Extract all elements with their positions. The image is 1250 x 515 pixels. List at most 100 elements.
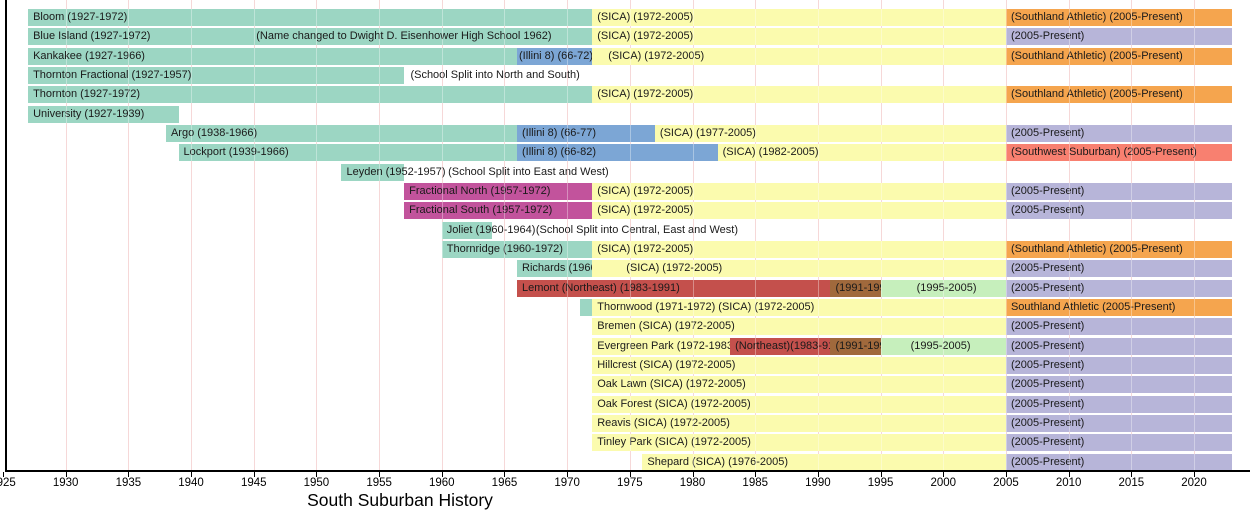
timeline-row: Leyden (1952-1957) (School Split into Eas… [0, 163, 1250, 181]
axis-tick [1194, 472, 1195, 477]
gridline [191, 0, 193, 470]
bar-segment: (1995-2005) [880, 279, 1006, 297]
bar-label: (2005-Present) [1010, 281, 1085, 294]
bar-label: Fractional South (1957-1972) [409, 204, 553, 217]
bar-segment: (1991-1995) [830, 337, 895, 355]
axis-tick [316, 472, 318, 477]
gridline [1131, 0, 1133, 470]
axis-tick [1005, 472, 1007, 477]
timeline-row: Evergreen Park (1972-1983) (Northeast)(19… [0, 337, 1250, 355]
timeline-row: Richards (1966-1972) (SICA) (1972-2005) (2… [0, 260, 1250, 278]
axis-tick [880, 472, 882, 477]
axis-tick-label: 2015 [1118, 477, 1145, 489]
gridline [755, 0, 757, 470]
gridline [817, 0, 819, 470]
axis-tick [817, 472, 819, 477]
bar-label: (2005-Present) [1010, 455, 1085, 468]
bar-label: (Northeast)(1983-91) [735, 339, 838, 352]
timeline-row: Bloom (1927-1972) (SICA) (1972-2005) (Sout… [0, 9, 1250, 26]
axis-tick-label: 1950 [303, 477, 330, 489]
bar-label: (2005-Present) [1010, 436, 1085, 449]
bar-segment: (2005-Present) [1005, 260, 1232, 278]
axis-tick-label: 1960 [428, 477, 455, 489]
bar-segment: (1991-1995) [830, 279, 895, 297]
bar-label: (SICA) (1972-2005) [626, 262, 723, 275]
axis-tick-label: 1980 [679, 477, 706, 489]
axis-tick-label: 2000 [930, 477, 957, 489]
timeline-row: Joliet (1960-1964) (School Split into Cen… [0, 221, 1250, 239]
bar-label: (2005-Present) [1010, 416, 1085, 429]
bar-segment: (SICA) (1972-2005) [592, 260, 1006, 278]
timeline-row: Argo (1938-1966) (Illini 8) (66-77) (SICA)… [0, 124, 1250, 142]
bar-label: (Southland Athletic) (2005-Present) [1010, 11, 1183, 23]
bar-segment: (SICA) (1982-2005) [717, 144, 1006, 162]
bar-segment: University (1927-1939) [28, 105, 179, 123]
gridline [379, 0, 381, 470]
gridline [253, 0, 255, 470]
bar-label: (1995-2005) [910, 339, 971, 352]
bar-label: (2005-Present) [1010, 262, 1085, 275]
axis-tick [191, 472, 193, 477]
bar-label: Thornridge (1960-1972) [446, 242, 563, 255]
bar-segment: Bloom (1927-1972) [28, 9, 593, 26]
bar-label: Shepard (SICA) (1976-2005) [647, 455, 789, 468]
axis-tick-label: 1970 [554, 477, 580, 489]
bar-segment: Evergreen Park (1972-1983) [592, 337, 737, 355]
x-axis-line [5, 470, 1250, 472]
bar-segment: (1995-2005) [880, 337, 1006, 355]
axis-tick [441, 472, 443, 477]
bar-label: Oak Lawn (SICA) (1972-2005) [597, 378, 746, 391]
bar-label: (SICA) (1972-2005) [597, 204, 694, 217]
bar-segment: Lockport (1939-1966) [178, 144, 517, 162]
bar-label: (SICA) (1972-2005) [597, 88, 694, 101]
timeline-row: Oak Forest (SICA) (1972-2005) (2005-Prese… [0, 395, 1250, 413]
bar-label: Thornwood (1971-1972) (SICA) (1972-2005) [597, 300, 815, 313]
bar-label: (Southland Athletic) (2005-Present) [1010, 49, 1183, 62]
bar-segment: Fractional South (1957-1972) [404, 202, 593, 220]
timeline-row: Hillcrest (SICA) (1972-2005) (2005-Presen… [0, 356, 1250, 374]
bar-segment: (Illini 8) (66-77) [517, 124, 655, 142]
bar-segment: (2005-Present) [1005, 414, 1232, 432]
bar-segment: Oak Forest (SICA) (1972-2005) [592, 395, 1006, 413]
bar-label: (Southland Athletic) (2005-Present) [1010, 88, 1183, 101]
bar-segment: Lemont (Northeast) (1983-1991) [517, 279, 831, 297]
gridline [316, 0, 318, 470]
axis-tick [629, 472, 631, 477]
bar-segment: Joliet (1960-1964) [441, 221, 535, 239]
gridline [880, 0, 882, 470]
bar-label: (Illini 8) (66-77) [522, 126, 596, 139]
row-note: (Name changed to Dwight D. Eisenhower Hi… [256, 30, 552, 43]
bar-label: Kankakee (1927-1966) [33, 49, 145, 62]
bar-segment: Reavis (SICA) (1972-2005) [592, 414, 1006, 432]
axis-tick-label: 1995 [867, 477, 894, 489]
bar-segment: (2005-Present) [1005, 356, 1232, 374]
axis-tick [1068, 472, 1070, 477]
bar-segment: (Southland Athletic) (2005-Present) [1005, 86, 1232, 104]
bar-label: Reavis (SICA) (1972-2005) [597, 416, 730, 429]
axis-tick-label: 1935 [115, 477, 142, 489]
bar-label: Lockport (1939-1966) [183, 146, 289, 159]
bar-label: Leyden (1952-1957) [346, 165, 446, 178]
axis-tick [567, 472, 569, 477]
bar-segment: (SICA) (1972-2005) [592, 47, 1006, 65]
bar-label: Hillcrest (SICA) (1972-2005) [597, 358, 736, 371]
timeline-row: Lockport (1939-1966) (Illini 8) (66-82) (S… [0, 144, 1250, 162]
row-note: (School Split into Central, East and Wes… [535, 223, 738, 236]
bar-label: University (1927-1939) [33, 107, 145, 120]
bar-segment: (Southland Athletic) (2005-Present) [1005, 240, 1232, 258]
bar-segment: (Southland Athletic) (2005-Present) [1005, 9, 1232, 26]
bar-segment: Thornridge (1960-1972) [441, 240, 593, 258]
gridline [943, 0, 945, 470]
axis-tick-label: 2010 [1055, 477, 1082, 489]
bar-label: (2005-Present) [1010, 320, 1085, 333]
bar-segment: (SICA) (1972-2005) [592, 182, 1006, 200]
timeline-row: Kankakee (1927-1966) (Illini 8) (66-72) (S… [0, 47, 1250, 65]
bar-label: Argo (1938-1966) [170, 126, 258, 139]
axis-tick-label: 1945 [240, 477, 267, 489]
timeline-row: Lemont (Northeast) (1983-1991) (1991-1995… [0, 279, 1250, 297]
axis-tick-label: 1930 [52, 477, 79, 489]
bar-segment: (SICA) (1972-2005) [592, 202, 1006, 220]
y-axis-line [5, 0, 7, 471]
bar-segment: Argo (1938-1966) [165, 124, 517, 142]
bar-segment: (2005-Present) [1005, 182, 1232, 200]
